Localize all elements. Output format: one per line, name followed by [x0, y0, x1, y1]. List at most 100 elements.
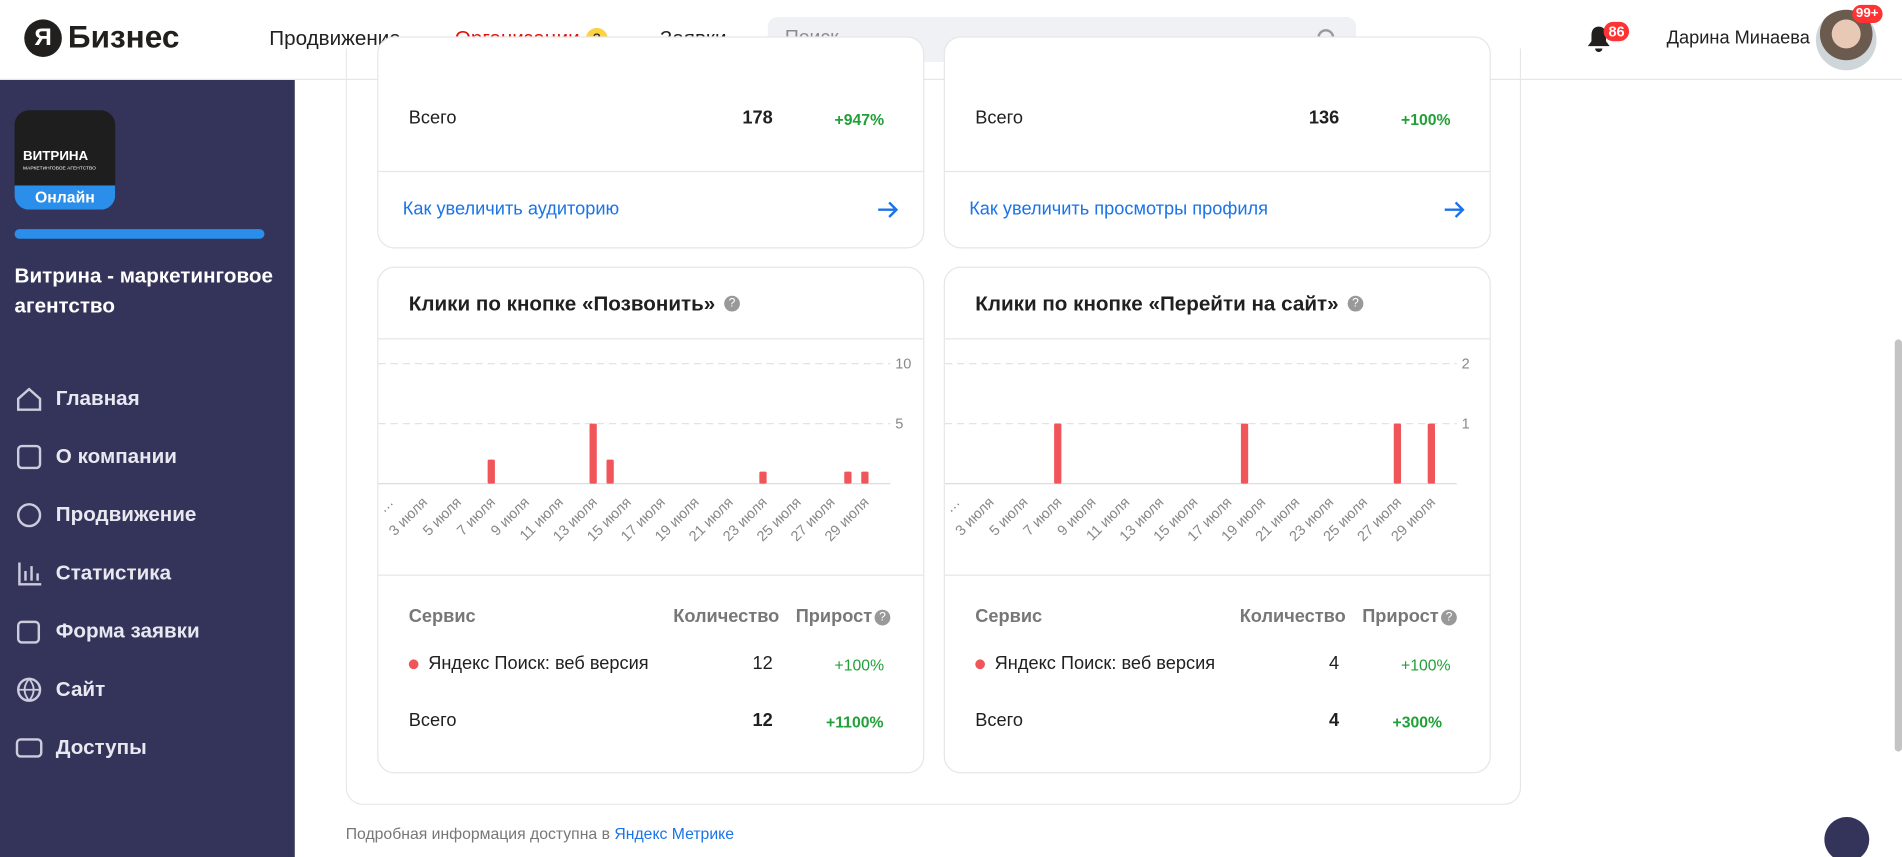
icon [16, 677, 42, 702]
footer-text: Подробная информация доступна в [345, 824, 610, 843]
bar [1427, 423, 1435, 484]
divider [944, 170, 1490, 173]
bar [589, 423, 597, 484]
th: Сервис [975, 606, 1043, 627]
chat-button[interactable] [1824, 817, 1870, 857]
icon [18, 562, 42, 586]
growth: +947% [834, 110, 885, 129]
total-value: 4 [1329, 710, 1340, 731]
legend-dot [975, 659, 985, 670]
bar [759, 471, 767, 484]
total-value: 136 [1308, 107, 1340, 129]
bar [606, 459, 614, 484]
icon [16, 387, 42, 411]
divider [378, 338, 924, 340]
bar [1054, 423, 1062, 484]
chart-title: Клики по кнопке «Позвонить» [408, 292, 716, 316]
th: Сервис [408, 606, 476, 627]
icon [16, 503, 42, 528]
help-icon[interactable]: ? [874, 609, 891, 626]
card: Всего 178 +947% Как увеличить аудиторию [377, 36, 925, 249]
y-tick-label: 1 [1462, 417, 1470, 433]
icon [15, 738, 43, 758]
menu-label: Статистика [55, 561, 172, 585]
menu-label: Продвижение [55, 503, 197, 527]
bar [487, 459, 495, 484]
divider [944, 574, 1490, 576]
link[interactable]: Как увеличить аудиторию [402, 198, 620, 220]
menu-label: Главная [55, 386, 140, 410]
menu-item[interactable]: Статистика [15, 560, 172, 587]
td: 12 [752, 653, 773, 674]
logo[interactable]: Бизнес [67, 18, 180, 55]
th: Прирост [1362, 606, 1439, 627]
bar [844, 471, 852, 484]
menu-item[interactable]: Главная [15, 385, 140, 412]
org-logo-sub: МАРКЕТИНГОВОЕ АГЕНТСТВО [23, 164, 96, 171]
stats-panel [345, 48, 1522, 805]
td: +100% [1401, 655, 1451, 674]
nav-item[interactable]: Продвижение [269, 26, 401, 50]
icon [16, 620, 41, 644]
arrow-icon[interactable] [876, 198, 900, 230]
bar [1240, 423, 1249, 484]
menu-label: Доступы [55, 735, 147, 759]
y-tick-label: 2 [1462, 357, 1470, 373]
th: Количество [673, 606, 780, 627]
th: Количество [1239, 606, 1346, 627]
scrollbar [1894, 339, 1902, 752]
menu-item[interactable]: Продвижение [15, 502, 197, 529]
card: Всего 136 +100% Как увеличить просмотры про… [943, 36, 1491, 249]
icon [16, 444, 42, 470]
total-growth: +1100% [826, 712, 884, 731]
help-icon[interactable]: ? [1347, 295, 1364, 312]
chart-title: Клики по кнопке «Перейти на сайт» [975, 292, 1339, 316]
chart-card: Клики по кнопке «Перейти на сайт»? 1 2… 3 и… [943, 266, 1491, 774]
menu-item[interactable]: Доступы [15, 735, 147, 762]
user-name[interactable]: Дарина Минаева [1666, 27, 1810, 49]
td: Яндекс Поиск: веб версия [994, 653, 1216, 674]
total-label: Всего [975, 107, 1023, 129]
footer-link[interactable]: Яндекс Метрике [614, 824, 735, 843]
x-tick-label: … [378, 495, 397, 517]
arrow [1444, 201, 1465, 218]
bar [861, 471, 869, 484]
org-logo[interactable]: ВИТРИНА МАРКЕТИНГОВОЕ АГЕНТСТВО Онлайн [14, 110, 116, 210]
divider [378, 574, 924, 576]
avatar-badge: 99+ [1852, 4, 1883, 24]
total-label: Всего [408, 107, 457, 129]
legend-dot [408, 659, 419, 670]
x-tick-label: … [945, 495, 964, 517]
bar [1393, 423, 1402, 484]
org-name[interactable]: Витрина - маркетинговое агентство [14, 264, 273, 318]
logo-mark[interactable]: Я [24, 19, 62, 57]
total-value: 12 [752, 710, 773, 731]
td: Яндекс Поиск: веб версия [428, 653, 649, 674]
menu-label: О компании [55, 444, 177, 468]
arrow [878, 201, 899, 218]
help-icon[interactable]: ? [724, 295, 740, 312]
org-logo-text: ВИТРИНА [23, 149, 89, 164]
notification-count: 86 [1603, 21, 1630, 42]
total-value: 178 [742, 107, 773, 129]
total-growth: +300% [1392, 712, 1443, 731]
y-tick-label: 5 [895, 417, 903, 433]
growth: +100% [1401, 110, 1451, 129]
td: 4 [1329, 653, 1340, 674]
link[interactable]: Как увеличить просмотры профиля [969, 198, 1268, 220]
status: Онлайн [14, 185, 116, 210]
td: +100% [834, 655, 885, 674]
menu-item[interactable]: Форма заявки [15, 618, 200, 645]
th: Прирост [795, 606, 873, 627]
help-icon[interactable]: ? [1441, 609, 1457, 626]
chart-card: Клики по кнопке «Позвонить»? 5 10… 3 июля 5 … [377, 266, 925, 774]
sidebar: ВИТРИНА МАРКЕТИНГОВОЕ АГЕНТСТВО Онлайн В… [0, 80, 295, 857]
menu-item[interactable]: Сайт [15, 676, 105, 703]
y-tick-label: 10 [895, 357, 911, 373]
arrow-icon[interactable] [1442, 198, 1466, 230]
menu-item[interactable]: О компании [15, 444, 177, 471]
